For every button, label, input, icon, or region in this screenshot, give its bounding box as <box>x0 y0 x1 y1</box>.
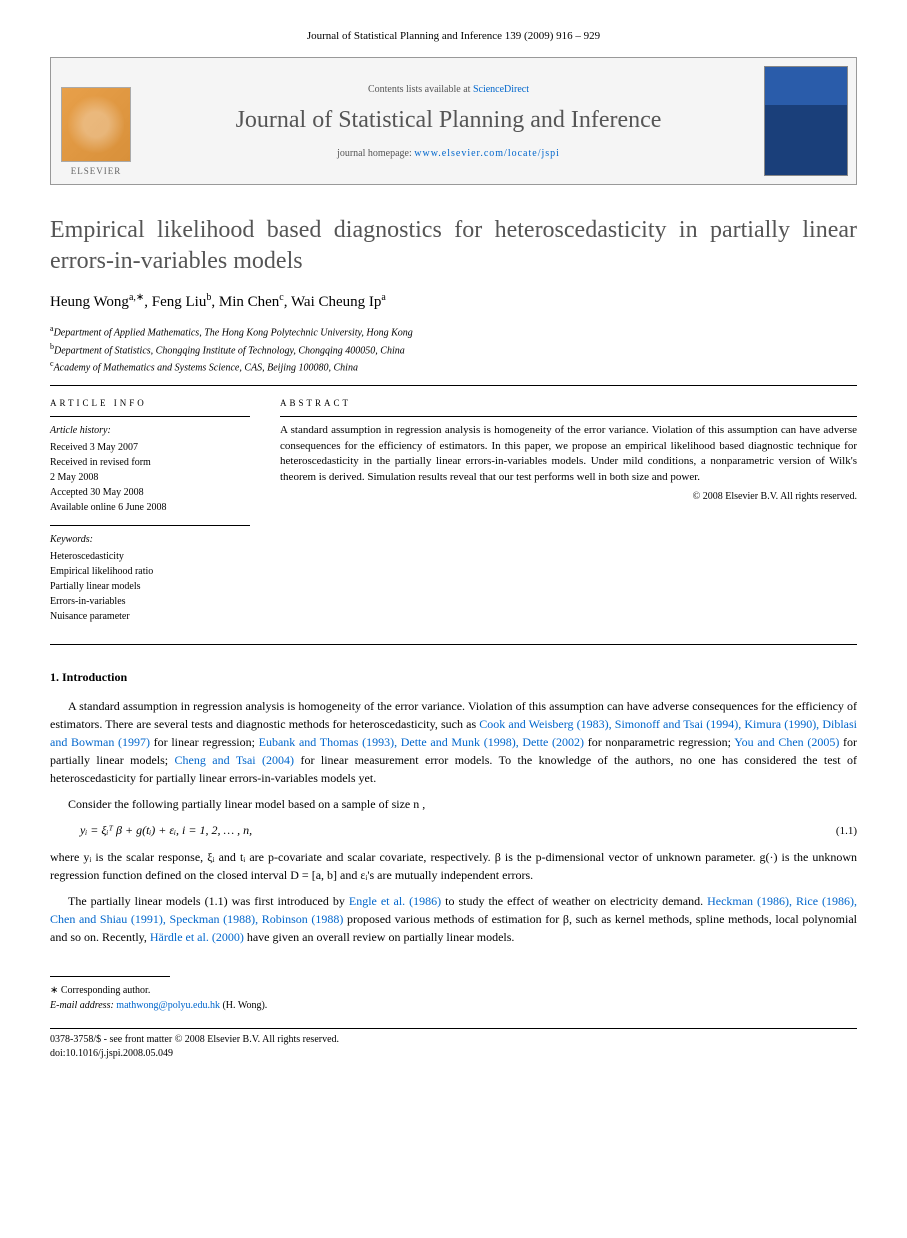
history-line: Received 3 May 2007 <box>50 440 250 455</box>
banner-publisher: ELSEVIER <box>51 58 141 184</box>
homepage-line: journal homepage: www.elsevier.com/locat… <box>337 148 560 159</box>
divider <box>50 385 857 386</box>
article-history-block: Article history: Received 3 May 2007 Rec… <box>50 416 250 515</box>
keyword: Partially linear models <box>50 579 250 594</box>
citation-link[interactable]: Cheng and Tsai (2004) <box>175 753 295 767</box>
section-heading-intro: 1. Introduction <box>50 670 857 685</box>
banner-center: Contents lists available at ScienceDirec… <box>141 58 756 184</box>
keywords-block: Keywords: Heteroscedasticity Empirical l… <box>50 525 250 624</box>
affiliation-b: bDepartment of Statistics, Chongqing Ins… <box>50 341 857 358</box>
abstract-heading: ABSTRACT <box>280 398 857 408</box>
intro-para-1: A standard assumption in regression anal… <box>50 697 857 787</box>
journal-banner: ELSEVIER Contents lists available at Sci… <box>50 57 857 185</box>
history-line: Available online 6 June 2008 <box>50 500 250 515</box>
homepage-link[interactable]: www.elsevier.com/locate/jspi <box>414 148 560 159</box>
divider <box>50 644 857 645</box>
equation-number: (1.1) <box>836 825 857 837</box>
journal-banner-title: Journal of Statistical Planning and Infe… <box>236 107 662 134</box>
sciencedirect-link[interactable]: ScienceDirect <box>473 84 529 95</box>
equation-text: yᵢ = ξᵢᵀ β + g(tᵢ) + εᵢ, i = 1, 2, … , n… <box>80 823 252 838</box>
citation-link[interactable]: You and Chen (2005) <box>734 735 839 749</box>
history-line: Received in revised form <box>50 455 250 470</box>
footer-doi: doi:10.1016/j.jspi.2008.05.049 <box>50 1047 857 1061</box>
article-info-column: ARTICLE INFO Article history: Received 3… <box>50 398 250 634</box>
keyword: Empirical likelihood ratio <box>50 564 250 579</box>
abstract-copyright: © 2008 Elsevier B.V. All rights reserved… <box>280 491 857 502</box>
footer-divider <box>50 1028 857 1029</box>
intro-para-4: The partially linear models (1.1) was fi… <box>50 892 857 946</box>
history-label: Article history: <box>50 423 250 438</box>
banner-cover <box>756 58 856 184</box>
intro-para-3: where yᵢ is the scalar response, ξᵢ and … <box>50 848 857 884</box>
history-line: Accepted 30 May 2008 <box>50 485 250 500</box>
keyword: Nuisance parameter <box>50 609 250 624</box>
equation-1-1: yᵢ = ξᵢᵀ β + g(tᵢ) + εᵢ, i = 1, 2, … , n… <box>80 823 857 838</box>
footnote-block: ∗ Corresponding author. E-mail address: … <box>50 983 857 1013</box>
abstract-column: ABSTRACT A standard assumption in regres… <box>280 398 857 634</box>
keyword: Errors-in-variables <box>50 594 250 609</box>
elsevier-label: ELSEVIER <box>71 166 122 176</box>
corresponding-author-note: ∗ Corresponding author. <box>50 983 857 998</box>
affiliation-c: cAcademy of Mathematics and Systems Scie… <box>50 358 857 375</box>
contents-prefix: Contents lists available at <box>368 84 473 95</box>
article-info-heading: ARTICLE INFO <box>50 398 250 408</box>
keyword: Heteroscedasticity <box>50 549 250 564</box>
citation-link[interactable]: Eubank and Thomas (1993), Dette and Munk… <box>259 735 584 749</box>
footer-copyright: 0378-3758/$ - see front matter © 2008 El… <box>50 1033 857 1047</box>
info-abstract-row: ARTICLE INFO Article history: Received 3… <box>50 398 857 634</box>
affiliation-a: aDepartment of Applied Mathematics, The … <box>50 323 857 340</box>
elsevier-tree-icon <box>61 87 131 162</box>
citation-link[interactable]: Härdle et al. (2000) <box>150 930 244 944</box>
keywords-label: Keywords: <box>50 532 250 547</box>
article-title: Empirical likelihood based diagnostics f… <box>50 215 857 277</box>
footnote-divider <box>50 976 170 977</box>
authors-line: Heung Wonga,∗, Feng Liub, Min Chenc, Wai… <box>50 292 857 311</box>
contents-available-line: Contents lists available at ScienceDirec… <box>368 84 529 95</box>
homepage-prefix: journal homepage: <box>337 148 414 159</box>
affiliations: aDepartment of Applied Mathematics, The … <box>50 323 857 375</box>
abstract-text: A standard assumption in regression anal… <box>280 416 857 485</box>
email-line: E-mail address: mathwong@polyu.edu.hk (H… <box>50 998 857 1013</box>
citation-link[interactable]: Engle et al. (1986) <box>349 894 441 908</box>
header-citation: Journal of Statistical Planning and Infe… <box>50 30 857 42</box>
journal-cover-icon <box>764 66 848 176</box>
history-line: 2 May 2008 <box>50 470 250 485</box>
email-link[interactable]: mathwong@polyu.edu.hk <box>116 1000 220 1011</box>
footer-block: 0378-3758/$ - see front matter © 2008 El… <box>50 1033 857 1061</box>
intro-para-2: Consider the following partially linear … <box>50 795 857 813</box>
